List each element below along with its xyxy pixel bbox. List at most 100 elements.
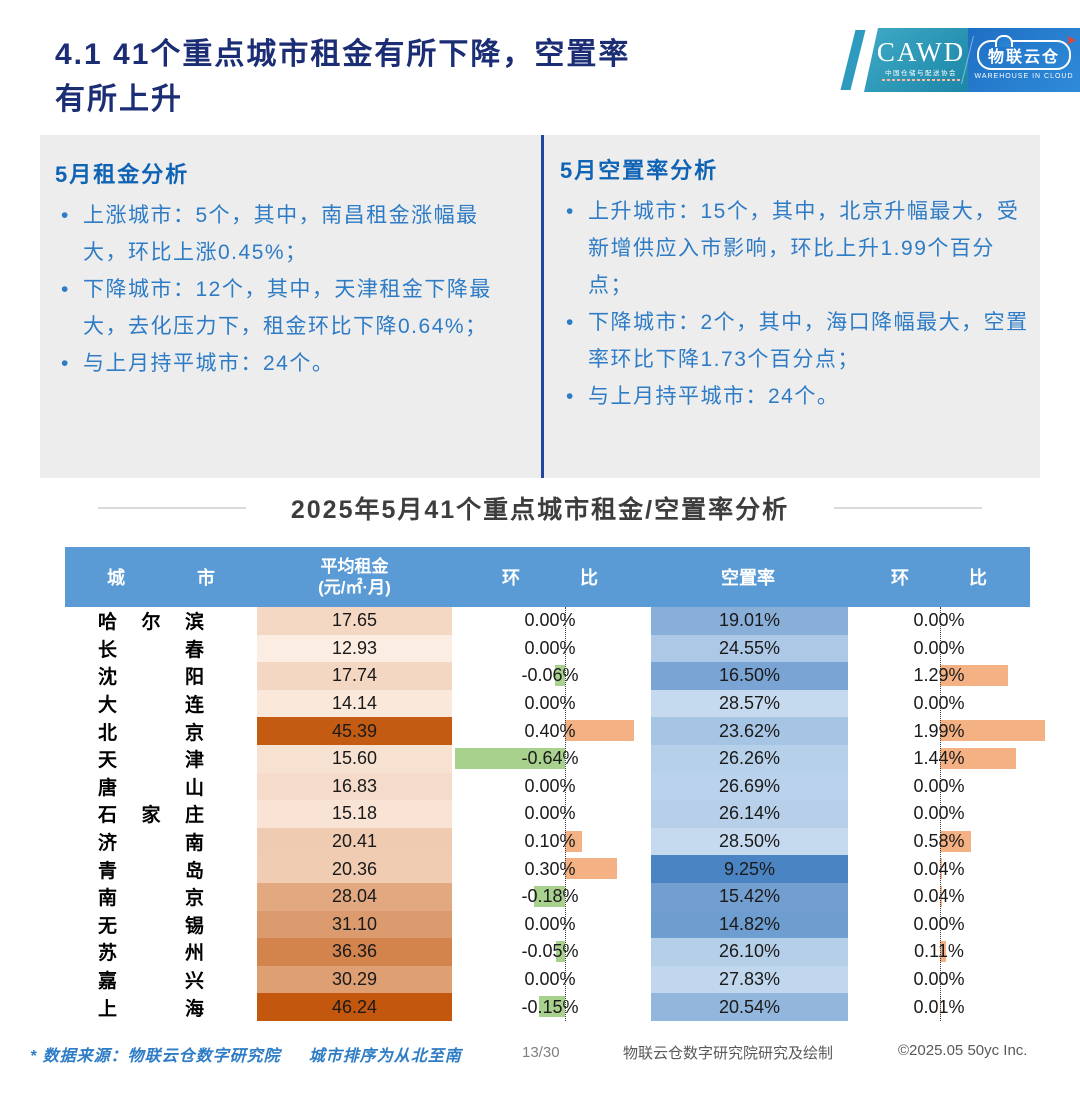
vacancy-fill: 27.83% (651, 965, 848, 994)
vacancy-value: 24.55% (718, 637, 781, 658)
city-cell: 青岛 (65, 855, 257, 883)
rent-mom-value: 0.10% (524, 831, 576, 852)
city-cell: 大连 (65, 690, 257, 718)
city-cell: 天津 (65, 745, 257, 773)
table-body: 哈尔滨 17.65 0.00% 19.01% 0.00% 长春 12.93 0.00% 24.5… (65, 607, 1045, 1021)
rent-mom-value: -0.18% (521, 886, 579, 907)
rent-mom-bar (565, 858, 617, 880)
vacancy-mom-value: 0.00% (913, 775, 965, 796)
credit-text: 物联云仓数字研究院研究及绘制 (623, 1045, 834, 1062)
city-name: 青岛 (98, 860, 204, 882)
vacancy-panel-heading: 5月空置率分析 (560, 158, 719, 183)
rent-analysis-panel: 5月租金分析 • 上涨城市：5个，其中，南昌租金涨幅最大，环比上涨0.45%； •… (40, 135, 540, 478)
vacancy-fill: 15.42% (651, 882, 848, 911)
rent-cell: 20.41 (257, 827, 452, 856)
vacancy-cell: 26.26% (648, 744, 848, 773)
rent-mom-cell: -0.64% (452, 745, 648, 773)
bullet-icon: • (61, 278, 70, 301)
vacancy-analysis-panel: 5月空置率分析 • 上升城市：15个，其中，北京升幅最大，受新增供应入市影响，环比… (545, 135, 1040, 478)
table-row: 南京 28.04 -0.18% 15.42% 0.04% (65, 882, 1030, 911)
vacancy-value: 28.50% (718, 831, 781, 852)
page-title-line2: 有所上升 (55, 83, 183, 116)
vacancy-cell: 16.50% (648, 662, 848, 690)
vacancy-value: 26.69% (718, 775, 781, 796)
rent-value: 17.74 (331, 665, 378, 686)
vacancy-value: 9.25% (723, 858, 776, 879)
cloud-subtitle: WAREHOUSE IN CLOUD (974, 73, 1074, 80)
rent-cell: 14.14 (257, 689, 452, 718)
city-name: 唐山 (98, 777, 204, 799)
rent-cell: 28.04 (257, 882, 452, 911)
vacancy-value: 15.42% (718, 886, 781, 907)
vacancy-mom-cell: 0.00% (848, 800, 1030, 828)
rent-mom-value: 0.00% (524, 693, 576, 714)
vacancy-cell: 14.82% (648, 910, 848, 939)
vacancy-mom-cell: 0.00% (848, 607, 1030, 635)
vacancy-fill: 16.50% (651, 662, 848, 690)
vacancy-mom-bar (940, 885, 943, 907)
vacancy-mom-bar (940, 830, 971, 852)
rent-value: 16.83 (331, 775, 378, 796)
city-name: 上海 (98, 998, 204, 1020)
rent-mom-value: -0.06% (521, 665, 579, 686)
page-title: 4.1 41个重点城市租金有所下降，空置率 有所上升 (55, 32, 845, 122)
table-row: 唐山 16.83 0.00% 26.69% 0.00% (65, 772, 1030, 801)
rent-mom-bar (455, 747, 565, 769)
rent-value: 46.24 (331, 996, 378, 1017)
table-row: 北京 45.39 0.40% 23.62% 1.99% (65, 717, 1045, 745)
copyright-text: ©2025.05 50yc Inc. (898, 1042, 1028, 1059)
vacancy-fill: 20.54% (651, 993, 848, 1021)
rent-value: 15.60 (331, 748, 378, 769)
city-name: 苏州 (98, 943, 204, 965)
page-number: 13/30 (522, 1044, 560, 1061)
city-name: 北京 (98, 722, 204, 744)
list-item: • 与上月持平城市：24个。 (560, 378, 1030, 415)
header-avg-rent-line2: (元/㎡·月) (318, 578, 391, 597)
city-name: 哈尔滨 (98, 612, 204, 634)
city-cell: 哈尔滨 (65, 607, 257, 635)
rent-cell: 30.29 (257, 965, 452, 994)
city-name: 济南 (98, 833, 204, 855)
city-data-table: 城市 平均租金 (元/㎡·月) 环比 空置率 环比 哈尔滨 17.65 0.00% 1… (65, 547, 1045, 1021)
rent-mom-bar (556, 941, 565, 963)
bullet-text: 上升城市：15个，其中，北京升幅最大，受新增供应入市影响，环比上升1.99个百分… (588, 200, 1020, 297)
vacancy-value: 26.14% (718, 803, 781, 824)
vacancy-fill: 9.25% (651, 855, 848, 883)
list-item: • 与上月持平城市：24个。 (55, 345, 520, 382)
rent-cell: 46.24 (257, 993, 452, 1021)
vacancy-mom-cell: 0.00% (848, 635, 1030, 663)
city-name: 大连 (98, 695, 204, 717)
rent-value: 30.29 (331, 969, 378, 990)
rent-mom-value: -0.15% (521, 996, 579, 1017)
vacancy-value: 28.57% (718, 693, 781, 714)
page-footer: * 数据来源：物联云仓数字研究院 城市排序为从北至南 13/30 物联云仓数字研究… (0, 1042, 1080, 1072)
rent-value: 36.36 (331, 941, 378, 962)
vacancy-mom-value: 0.00% (913, 913, 965, 934)
rent-mom-cell: 0.00% (452, 911, 648, 939)
cawd-wordmark: CAWD (876, 37, 966, 67)
vacancy-mom-value: 0.00% (913, 969, 965, 990)
bullet-icon: • (566, 311, 575, 334)
rent-cell: 20.36 (257, 855, 452, 883)
rent-mom-cell: 0.40% (452, 717, 648, 745)
vacancy-cell: 15.42% (648, 882, 848, 911)
vacancy-mom-cell: 0.00% (848, 773, 1030, 801)
bullet-text: 下降城市：2个，其中，海口降幅最大，空置率环比下降1.73个百分点； (588, 311, 1029, 371)
vacancy-fill: 26.14% (651, 800, 848, 828)
rent-panel-heading: 5月租金分析 (55, 162, 190, 187)
header-vacancy-label: 空置率 (721, 568, 775, 588)
vacancy-fill: 26.26% (651, 744, 848, 773)
rent-mom-cell: -0.06% (452, 662, 648, 690)
city-cell: 济南 (65, 828, 257, 856)
city-cell: 唐山 (65, 773, 257, 801)
rent-cell: 36.36 (257, 938, 452, 966)
rent-cell: 31.10 (257, 910, 452, 939)
table-row: 上海 46.24 -0.15% 20.54% 0.01% (65, 993, 1030, 1021)
rent-mom-cell: 0.10% (452, 828, 648, 856)
rent-mom-zero-axis (565, 607, 566, 1021)
rent-cell: 12.93 (257, 634, 452, 663)
vacancy-cell: 26.69% (648, 772, 848, 801)
warehouse-in-cloud-logo: 物联云仓 ➤ WAREHOUSE IN CLOUD (961, 28, 1080, 92)
rent-mom-bar (534, 885, 565, 907)
vacancy-cell: 20.54% (648, 993, 848, 1021)
